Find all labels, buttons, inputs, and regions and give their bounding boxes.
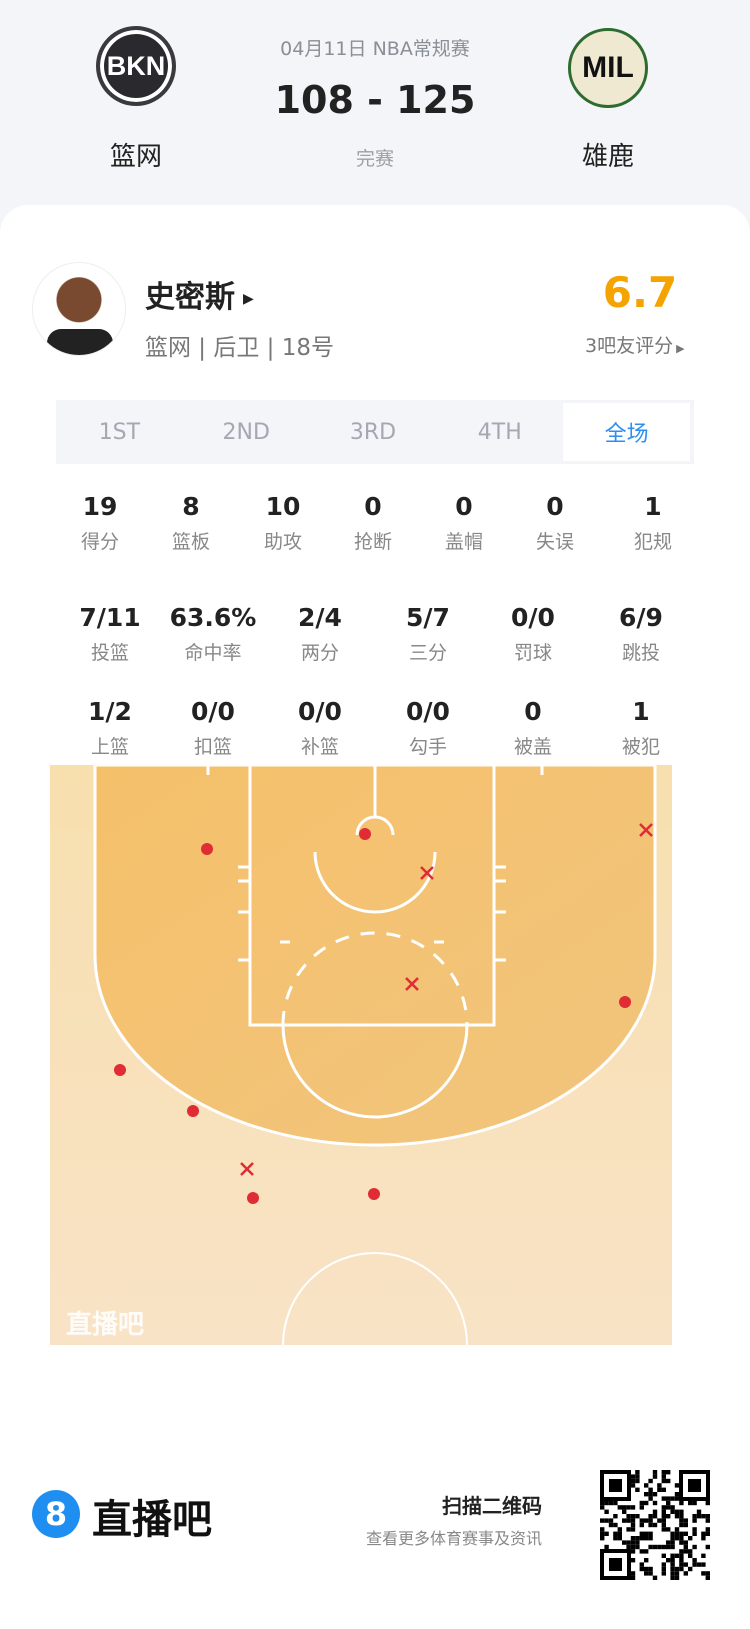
stat-label: 失误 bbox=[535, 531, 574, 553]
stat-item: 0 失误 bbox=[505, 492, 605, 554]
shot-missed bbox=[420, 866, 434, 880]
stat-value: 8 bbox=[182, 492, 200, 521]
shot-missed bbox=[405, 977, 419, 991]
shot-made bbox=[247, 1192, 259, 1204]
stat-item: 5/7 三分 bbox=[378, 603, 478, 665]
shot-made bbox=[619, 996, 631, 1008]
stat-item: 0 抢断 bbox=[323, 492, 423, 554]
stat-label: 犯规 bbox=[633, 531, 672, 553]
caret-right-icon: ▶ bbox=[676, 342, 685, 355]
stat-item: 8 篮板 bbox=[141, 492, 241, 554]
stat-value: 63.6% bbox=[169, 603, 257, 632]
shot-made bbox=[201, 843, 213, 855]
stat-item: 0 盖帽 bbox=[414, 492, 514, 554]
stat-label: 三分 bbox=[408, 642, 447, 664]
home-team-logo[interactable]: BKN bbox=[96, 26, 176, 106]
stat-item: 0/0 勾手 bbox=[378, 697, 478, 759]
stat-value: 6/9 bbox=[619, 603, 663, 632]
stat-label: 跳投 bbox=[621, 642, 660, 664]
stat-item: 0 被盖 bbox=[483, 697, 583, 759]
stat-value: 1 bbox=[632, 697, 650, 726]
shot-made bbox=[359, 828, 371, 840]
tab-full-game[interactable]: 全场 bbox=[563, 403, 690, 461]
shot-made bbox=[368, 1188, 380, 1200]
stat-item: 0/0 补篮 bbox=[270, 697, 370, 759]
shot-missed bbox=[639, 823, 653, 837]
rating-link[interactable]: 3吧友评分 ▶ bbox=[585, 331, 685, 358]
away-team-logo[interactable]: MIL bbox=[568, 28, 648, 108]
shot-chart: 直播吧 bbox=[50, 765, 672, 1345]
caret-right-icon: ▶ bbox=[243, 290, 254, 307]
match-score: 108 - 125 bbox=[274, 78, 476, 122]
stat-label: 勾手 bbox=[408, 736, 447, 758]
brand-name: 直播吧 bbox=[92, 1497, 212, 1543]
stat-label: 两分 bbox=[300, 642, 339, 664]
stat-label: 补篮 bbox=[300, 736, 339, 758]
stat-value: 19 bbox=[82, 492, 118, 521]
stat-value: 0/0 bbox=[511, 603, 555, 632]
stat-item: 0/0 扣篮 bbox=[163, 697, 263, 759]
stat-label: 被盖 bbox=[513, 736, 552, 758]
match-date-league: 04月11日 NBA常规赛 bbox=[280, 38, 470, 60]
stat-item: 0/0 罚球 bbox=[483, 603, 583, 665]
stat-value: 1 bbox=[644, 492, 662, 521]
stat-item: 1 犯规 bbox=[603, 492, 703, 554]
stat-label: 篮板 bbox=[171, 531, 210, 553]
stat-label: 被犯 bbox=[621, 736, 660, 758]
player-avatar[interactable] bbox=[32, 262, 126, 356]
stat-item: 6/9 跳投 bbox=[591, 603, 691, 665]
stat-value: 0 bbox=[364, 492, 382, 521]
three-point-line bbox=[93, 765, 657, 1147]
stat-label: 上篮 bbox=[90, 736, 129, 758]
away-team-name[interactable]: 雄鹿 bbox=[581, 142, 634, 172]
stat-value: 0 bbox=[546, 492, 564, 521]
stat-label: 罚球 bbox=[513, 642, 552, 664]
rating-label: 3吧友评分 bbox=[585, 335, 674, 357]
tab-4th[interactable]: 4TH bbox=[477, 419, 522, 445]
player-name-text: 史密斯 bbox=[145, 280, 235, 315]
stat-label: 投篮 bbox=[90, 642, 129, 664]
shot-missed bbox=[240, 1162, 254, 1176]
stat-label: 盖帽 bbox=[444, 531, 483, 553]
player-info: 篮网 | 后卫 | 18号 bbox=[145, 335, 335, 361]
stat-value: 5/7 bbox=[406, 603, 450, 632]
stat-item: 19 得分 bbox=[50, 492, 150, 554]
tab-2nd[interactable]: 2ND bbox=[222, 419, 270, 445]
player-rating: 6.7 bbox=[602, 268, 678, 317]
stat-label: 抢断 bbox=[353, 531, 392, 553]
stat-value: 0/0 bbox=[191, 697, 235, 726]
footer-subtitle: 查看更多体育赛事及资讯 bbox=[365, 1529, 542, 1548]
stat-label: 扣篮 bbox=[193, 736, 232, 758]
tab-3rd[interactable]: 3RD bbox=[349, 419, 397, 445]
player-name[interactable]: 史密斯 ▶ bbox=[145, 272, 254, 316]
qr-code[interactable] bbox=[600, 1470, 712, 1582]
court-lines bbox=[206, 765, 544, 1345]
stat-value: 0/0 bbox=[298, 697, 342, 726]
stat-label: 命中率 bbox=[184, 642, 242, 664]
stat-item: 2/4 两分 bbox=[270, 603, 370, 665]
stat-item: 1/2 上篮 bbox=[60, 697, 160, 759]
stat-value: 2/4 bbox=[298, 603, 342, 632]
stat-item: 7/11 投篮 bbox=[60, 603, 160, 665]
tab-1st[interactable]: 1ST bbox=[98, 419, 141, 445]
watermark: 直播吧 bbox=[66, 1310, 144, 1340]
stat-item: 10 助攻 bbox=[233, 492, 333, 554]
period-tabs: 1ST 2ND 3RD 4TH 全场 bbox=[56, 400, 694, 464]
brand-logo-icon: 8 bbox=[32, 1490, 80, 1538]
stat-value: 10 bbox=[265, 492, 301, 521]
home-team-name[interactable]: 篮网 bbox=[109, 142, 162, 172]
stat-value: 7/11 bbox=[79, 603, 141, 632]
stat-value: 1/2 bbox=[88, 697, 132, 726]
stat-value: 0 bbox=[524, 697, 542, 726]
scan-qr-text: 扫描二维码 bbox=[442, 1494, 542, 1518]
shot-made bbox=[187, 1105, 199, 1117]
stat-label: 助攻 bbox=[263, 531, 302, 553]
stat-item: 63.6% 命中率 bbox=[163, 603, 263, 665]
stat-value: 0 bbox=[455, 492, 473, 521]
shot-made bbox=[114, 1064, 126, 1076]
stat-label: 得分 bbox=[80, 531, 119, 553]
match-status: 完赛 bbox=[355, 148, 394, 170]
stat-item: 1 被犯 bbox=[591, 697, 691, 759]
stat-value: 0/0 bbox=[406, 697, 450, 726]
